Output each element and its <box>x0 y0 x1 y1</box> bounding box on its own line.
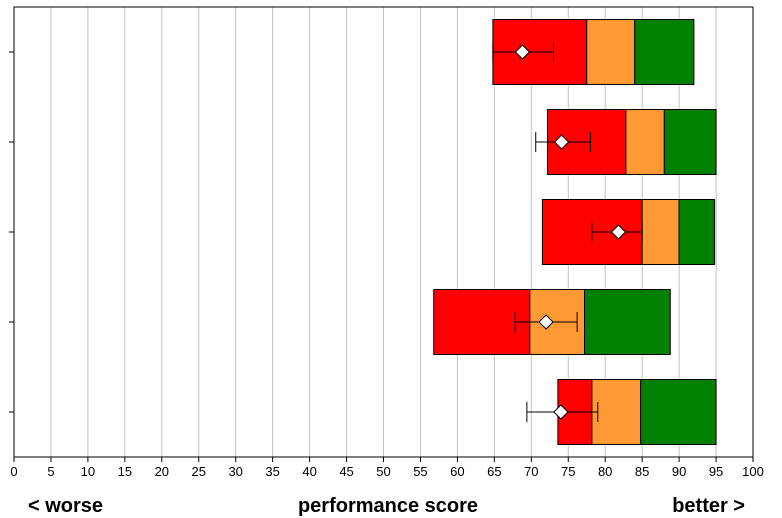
bar-segment-high <box>640 379 717 445</box>
axis-title: performance score <box>298 495 478 517</box>
x-tick-label: 40 <box>302 464 316 479</box>
x-tick-label: 90 <box>672 464 686 479</box>
x-tick-label: 65 <box>487 464 501 479</box>
bar-segment-low <box>433 289 531 355</box>
mean-markers <box>514 44 627 420</box>
x-tick-label: 10 <box>81 464 95 479</box>
x-tick-label: 80 <box>598 464 612 479</box>
x-tick-label: 70 <box>524 464 538 479</box>
x-tick-label: 30 <box>228 464 242 479</box>
score-bars <box>433 19 717 445</box>
mean-marker <box>610 224 627 240</box>
bar-segment-mid <box>641 199 680 265</box>
x-tick-label: 25 <box>192 464 206 479</box>
x-tick-label: 55 <box>413 464 427 479</box>
x-tick-label: 15 <box>118 464 132 479</box>
bar-segment-high <box>634 19 695 85</box>
x-tick-label: 50 <box>376 464 390 479</box>
worse-label: < worse <box>28 495 103 517</box>
mean-marker <box>538 314 554 330</box>
axes: 0 5 10 15 20 25 30 35 40 45 50 55 60 65 70 75 80 85 90 95 10… <box>9 51 764 479</box>
x-tick-label: 35 <box>265 464 279 479</box>
x-tick-label: 5 <box>47 464 54 479</box>
x-tick-label: 45 <box>339 464 353 479</box>
bar-segment-high <box>584 289 671 355</box>
bar-segment-mid <box>625 109 665 175</box>
bar-segment-mid <box>591 379 642 445</box>
bar-segment-high <box>678 199 716 265</box>
mean-marker <box>553 134 570 150</box>
x-tick-label: 75 <box>561 464 575 479</box>
x-tick-label: 20 <box>155 464 169 479</box>
x-tick-label: 85 <box>635 464 649 479</box>
x-tick-label: 95 <box>709 464 723 479</box>
bar-segment-high <box>663 109 717 175</box>
better-label: better > <box>672 495 745 517</box>
x-tick-label: 100 <box>742 464 764 479</box>
mean-marker <box>553 404 569 420</box>
mean-marker <box>514 44 531 60</box>
x-tick-label: 0 <box>10 464 17 479</box>
x-tick-label: 60 <box>450 464 464 479</box>
bar-segment-mid <box>586 19 636 85</box>
